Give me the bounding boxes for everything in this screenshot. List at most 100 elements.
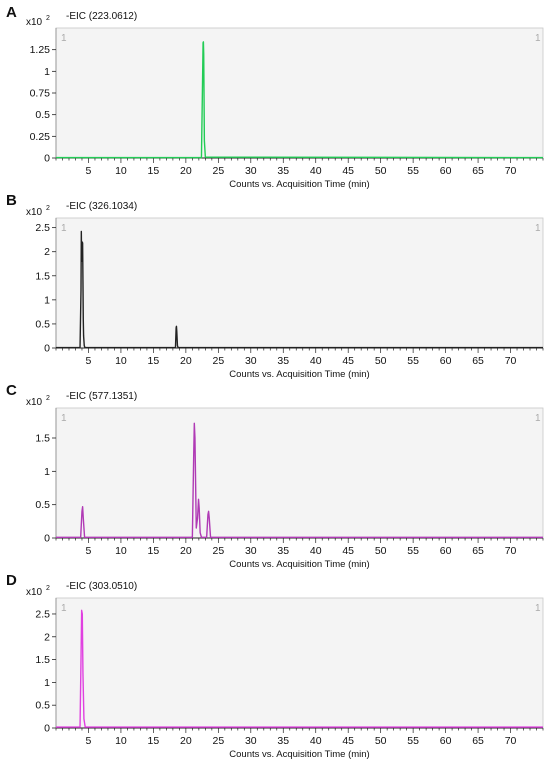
x-tick-label: 25 — [212, 355, 224, 367]
y-tick-label: 1.25 — [30, 44, 51, 56]
y-tick-label: 2 — [44, 631, 50, 643]
panel-d: D -EIC (303.0510) x10 2 1 1 0 0.5 1 1.5 2 2.5 5 10 15 2… — [0, 570, 550, 760]
x-tick-label: 50 — [375, 735, 387, 747]
x-tick-label: 35 — [277, 545, 289, 557]
y-tick-label: 0.5 — [35, 318, 50, 330]
x-tick-label: 60 — [440, 545, 452, 557]
y-tick-label: 1 — [44, 677, 50, 689]
panel-a: A -EIC (223.0612) x10 2 1 1 0 0.25 0.5 0.75 1 1.25 5… — [0, 0, 550, 190]
trace-title: -EIC (577.1351) — [66, 391, 137, 402]
chart-d: -EIC (303.0510)x10 21 100.511.522.55 10 15 20… — [26, 581, 544, 760]
corner-marker-left: 1 — [61, 413, 67, 424]
corner-marker-right: 1 — [535, 223, 541, 234]
series-line — [56, 422, 543, 539]
x-tick-label: 60 — [440, 165, 452, 177]
x-tick-label: 5 — [86, 735, 92, 747]
x-tick-label: 10 — [115, 545, 127, 557]
x-tick-label: 10 — [115, 165, 127, 177]
x-tick-label: 30 — [245, 355, 257, 367]
x-tick-label: 65 — [472, 165, 484, 177]
x-tick-label: 30 — [245, 545, 257, 557]
plot-area — [55, 597, 544, 729]
x-tick-label: 55 — [407, 355, 419, 367]
y-tick-label: 2 — [44, 246, 50, 258]
x-tick-label: 40 — [310, 735, 322, 747]
corner-marker-right: 1 — [535, 603, 541, 614]
y-tick-label: 1 — [44, 466, 50, 478]
x-tick-label: 5 — [86, 355, 92, 367]
x-tick-label: 20 — [180, 545, 192, 557]
series-line — [56, 609, 543, 728]
y-tick-label: 0.5 — [35, 700, 50, 712]
x-tick-label: 25 — [212, 165, 224, 177]
x-tick-label: 65 — [472, 735, 484, 747]
panel-letter-d: D — [6, 572, 17, 589]
plot-area — [55, 217, 544, 349]
y-multiplier: x10 — [26, 207, 43, 218]
y-tick-label: 1.5 — [35, 654, 50, 666]
corner-marker-right: 1 — [535, 33, 541, 44]
panel-c: C -EIC (577.1351) x10 2 1 1 0 0.5 1 1.5 5 10 15 20 25 3… — [0, 380, 550, 570]
y-multiplier: x10 — [26, 587, 43, 598]
x-tick-label: 50 — [375, 545, 387, 557]
x-tick-label: 60 — [440, 735, 452, 747]
corner-marker-left: 1 — [61, 223, 67, 234]
x-tick-label: 35 — [277, 735, 289, 747]
x-tick-label: 70 — [505, 165, 517, 177]
x-tick-label: 70 — [505, 545, 517, 557]
y-tick-label: 2.5 — [35, 608, 50, 620]
x-axis-label: Counts vs. Acquisition Time (min) — [229, 179, 369, 190]
y-tick-label: 0 — [44, 343, 50, 355]
series-line — [56, 230, 543, 349]
x-tick-label: 55 — [407, 735, 419, 747]
x-tick-label: 40 — [310, 355, 322, 367]
x-tick-label: 15 — [148, 355, 160, 367]
x-axis-label: Counts vs. Acquisition Time (min) — [229, 369, 369, 380]
trace-title: -EIC (223.0612) — [66, 11, 137, 22]
x-tick-label: 45 — [342, 355, 354, 367]
x-tick-label: 50 — [375, 355, 387, 367]
x-tick-label: 45 — [342, 545, 354, 557]
x-tick-label: 5 — [86, 545, 92, 557]
y-tick-label: 0.5 — [35, 499, 50, 511]
y-tick-label: 1 — [44, 294, 50, 306]
y-tick-label: 0.5 — [35, 109, 50, 121]
y-multiplier-exponent: 2 — [46, 395, 50, 402]
x-tick-label: 10 — [115, 355, 127, 367]
x-tick-label: 55 — [407, 545, 419, 557]
chart-b: -EIC (326.1034)x10 21 100.511.522.55 10 15 20… — [26, 201, 544, 380]
x-tick-label: 25 — [212, 735, 224, 747]
x-tick-label: 50 — [375, 165, 387, 177]
x-tick-label: 70 — [505, 355, 517, 367]
y-multiplier-exponent: 2 — [46, 205, 50, 212]
panel-letter-b: B — [6, 192, 17, 209]
x-tick-label: 15 — [148, 545, 160, 557]
y-tick-label: 0 — [44, 153, 50, 165]
x-tick-label: 40 — [310, 545, 322, 557]
y-tick-label: 1.5 — [35, 433, 50, 445]
trace-title: -EIC (303.0510) — [66, 581, 137, 592]
x-axis-label: Counts vs. Acquisition Time (min) — [229, 559, 369, 570]
y-tick-label: 1 — [44, 66, 50, 78]
x-tick-label: 65 — [472, 355, 484, 367]
panel-letter-a: A — [6, 4, 17, 21]
x-tick-label: 15 — [148, 165, 160, 177]
y-tick-label: 2.5 — [35, 222, 50, 234]
chart-c: -EIC (577.1351)x10 21 100.511.55 10 15 20 25 30… — [26, 391, 544, 570]
plot-area — [55, 407, 544, 539]
x-tick-label: 10 — [115, 735, 127, 747]
x-tick-label: 60 — [440, 355, 452, 367]
y-multiplier-exponent: 2 — [46, 585, 50, 592]
x-tick-label: 65 — [472, 545, 484, 557]
x-tick-label: 20 — [180, 735, 192, 747]
corner-marker-left: 1 — [61, 33, 67, 44]
x-tick-label: 55 — [407, 165, 419, 177]
series-line — [56, 41, 544, 159]
panel-letter-c: C — [6, 382, 17, 399]
x-tick-label: 30 — [245, 735, 257, 747]
x-tick-label: 20 — [180, 165, 192, 177]
trace-title: -EIC (326.1034) — [66, 201, 137, 212]
y-multiplier: x10 — [26, 17, 43, 28]
plot-area — [55, 27, 544, 159]
